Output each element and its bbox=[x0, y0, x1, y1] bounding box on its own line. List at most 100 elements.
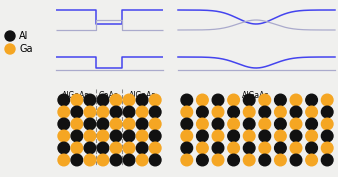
Circle shape bbox=[84, 130, 96, 142]
Circle shape bbox=[243, 94, 255, 106]
Circle shape bbox=[71, 106, 83, 118]
Circle shape bbox=[84, 142, 96, 154]
Circle shape bbox=[123, 154, 135, 166]
Circle shape bbox=[71, 154, 83, 166]
Circle shape bbox=[306, 154, 317, 166]
Text: Al: Al bbox=[19, 31, 28, 41]
Circle shape bbox=[110, 154, 122, 166]
Circle shape bbox=[259, 118, 271, 130]
Circle shape bbox=[123, 130, 135, 142]
Circle shape bbox=[136, 130, 148, 142]
Circle shape bbox=[274, 130, 286, 142]
Circle shape bbox=[212, 154, 224, 166]
Circle shape bbox=[5, 44, 15, 54]
Circle shape bbox=[5, 31, 15, 41]
Circle shape bbox=[110, 106, 122, 118]
Circle shape bbox=[71, 142, 83, 154]
Circle shape bbox=[197, 106, 208, 118]
Circle shape bbox=[259, 106, 271, 118]
Circle shape bbox=[123, 94, 135, 106]
Circle shape bbox=[212, 130, 224, 142]
Circle shape bbox=[123, 142, 135, 154]
Circle shape bbox=[84, 94, 96, 106]
Circle shape bbox=[84, 154, 96, 166]
Circle shape bbox=[197, 142, 208, 154]
Circle shape bbox=[181, 130, 193, 142]
Circle shape bbox=[136, 142, 148, 154]
Circle shape bbox=[212, 118, 224, 130]
Circle shape bbox=[306, 94, 317, 106]
Text: Ga: Ga bbox=[19, 44, 32, 54]
Circle shape bbox=[97, 154, 109, 166]
Text: AlGaAs: AlGaAs bbox=[129, 91, 156, 100]
Circle shape bbox=[212, 106, 224, 118]
Circle shape bbox=[149, 142, 161, 154]
Circle shape bbox=[123, 106, 135, 118]
Circle shape bbox=[228, 142, 239, 154]
Circle shape bbox=[58, 106, 70, 118]
Circle shape bbox=[58, 118, 70, 130]
Circle shape bbox=[197, 118, 208, 130]
Circle shape bbox=[290, 142, 302, 154]
Circle shape bbox=[259, 94, 271, 106]
Circle shape bbox=[58, 142, 70, 154]
Circle shape bbox=[321, 118, 333, 130]
Circle shape bbox=[136, 106, 148, 118]
Circle shape bbox=[97, 118, 109, 130]
Circle shape bbox=[181, 94, 193, 106]
Text: AlGaAs: AlGaAs bbox=[62, 91, 90, 100]
Circle shape bbox=[181, 106, 193, 118]
Circle shape bbox=[290, 130, 302, 142]
Circle shape bbox=[149, 118, 161, 130]
Circle shape bbox=[259, 142, 271, 154]
Circle shape bbox=[149, 106, 161, 118]
Circle shape bbox=[197, 130, 208, 142]
Circle shape bbox=[58, 130, 70, 142]
Circle shape bbox=[110, 130, 122, 142]
Circle shape bbox=[97, 130, 109, 142]
Circle shape bbox=[212, 94, 224, 106]
Circle shape bbox=[243, 130, 255, 142]
Circle shape bbox=[243, 118, 255, 130]
Circle shape bbox=[290, 118, 302, 130]
Circle shape bbox=[136, 154, 148, 166]
Circle shape bbox=[181, 142, 193, 154]
Circle shape bbox=[136, 94, 148, 106]
Circle shape bbox=[321, 106, 333, 118]
Circle shape bbox=[149, 94, 161, 106]
Circle shape bbox=[149, 130, 161, 142]
Circle shape bbox=[71, 118, 83, 130]
Circle shape bbox=[274, 94, 286, 106]
Circle shape bbox=[97, 106, 109, 118]
Circle shape bbox=[181, 118, 193, 130]
Circle shape bbox=[243, 154, 255, 166]
Circle shape bbox=[290, 94, 302, 106]
Circle shape bbox=[197, 154, 208, 166]
Circle shape bbox=[123, 118, 135, 130]
Circle shape bbox=[228, 154, 239, 166]
Circle shape bbox=[84, 106, 96, 118]
Circle shape bbox=[58, 154, 70, 166]
Circle shape bbox=[321, 154, 333, 166]
Circle shape bbox=[110, 94, 122, 106]
Circle shape bbox=[212, 142, 224, 154]
Circle shape bbox=[274, 142, 286, 154]
Circle shape bbox=[243, 106, 255, 118]
Circle shape bbox=[306, 130, 317, 142]
Circle shape bbox=[84, 118, 96, 130]
Circle shape bbox=[321, 142, 333, 154]
Circle shape bbox=[274, 154, 286, 166]
Circle shape bbox=[274, 118, 286, 130]
Circle shape bbox=[97, 94, 109, 106]
Circle shape bbox=[274, 106, 286, 118]
Circle shape bbox=[228, 130, 239, 142]
Circle shape bbox=[110, 118, 122, 130]
Circle shape bbox=[259, 130, 271, 142]
Circle shape bbox=[228, 94, 239, 106]
Circle shape bbox=[71, 94, 83, 106]
Circle shape bbox=[228, 106, 239, 118]
Circle shape bbox=[306, 118, 317, 130]
Circle shape bbox=[136, 118, 148, 130]
Circle shape bbox=[181, 154, 193, 166]
Text: GaAs: GaAs bbox=[99, 91, 119, 100]
